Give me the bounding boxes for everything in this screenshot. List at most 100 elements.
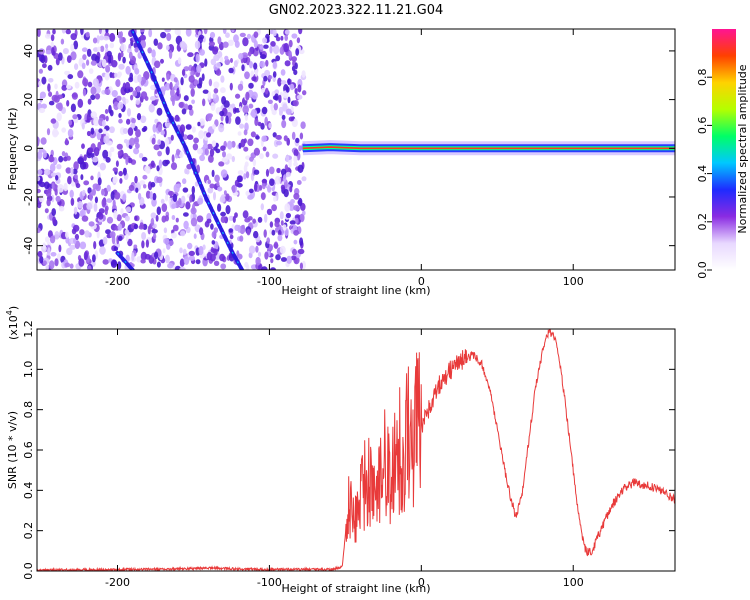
- spectrogram-noise-cell: [75, 183, 81, 189]
- spectrogram-noise-cell: [220, 87, 226, 94]
- spectrogram-noise-cell: [70, 43, 75, 52]
- colorbar-tick-label: 0.4: [696, 165, 709, 183]
- spectrogram-noise-cell: [280, 80, 287, 85]
- spectrogram-noise-cell: [273, 103, 278, 111]
- spectrogram-noise-cell: [181, 195, 186, 204]
- spectrogram-noise-cell: [199, 118, 206, 126]
- spectrogram-noise-cell: [294, 62, 298, 70]
- spectrogram-noise-cell: [271, 229, 276, 236]
- spectrogram-noise-cell: [85, 31, 90, 38]
- snr-y-ticks: 0.0 0.2 0.4 0.6 0.8 1.0 1.2: [22, 320, 675, 580]
- spectrogram-noise-cell: [140, 115, 147, 124]
- spectrogram-noise-cell: [149, 191, 153, 200]
- spectrogram-noise-cell: [263, 44, 269, 49]
- spectrogram-noise-cell: [211, 240, 216, 245]
- spectrogram-noise-cell: [285, 171, 292, 177]
- spectrogram-noise-cell: [168, 190, 174, 196]
- spectrogram-noise-cell: [104, 207, 108, 216]
- spectrogram-noise-cell: [157, 124, 163, 133]
- spectrogram-noise-cell: [158, 159, 163, 169]
- spectrogram-noise-cell: [145, 239, 149, 248]
- colorbar-tick-label: 0.8: [696, 68, 709, 86]
- spectrogram-noise-cell: [135, 129, 141, 138]
- spectrogram-noise-cell: [217, 186, 223, 192]
- spectrogram-noise-cell: [79, 210, 84, 217]
- spectrogram-noise-cell: [79, 241, 87, 250]
- spectrogram-noise-cell: [190, 217, 198, 227]
- spectrogram-noise-cell: [101, 198, 107, 208]
- spectrogram-noise-cell: [86, 202, 93, 210]
- spectrogram-noise-cell: [132, 90, 138, 97]
- spectrogram-noise-cell: [263, 229, 267, 238]
- spectrogram-noise-cell: [61, 127, 67, 133]
- spectrogram-noise-cell: [174, 29, 179, 35]
- spectrogram-noise-cell: [244, 122, 249, 132]
- spectrogram-noise-cell: [238, 53, 244, 60]
- spectrogram-noise-cell: [161, 77, 165, 82]
- spectrogram-noise-cell: [219, 253, 226, 262]
- snr-y-tick-label: 0.0: [22, 562, 35, 580]
- spectrogram-y-ticks: -40 -20 0 20 40: [22, 44, 675, 255]
- spectrogram-noise-cell: [147, 47, 152, 54]
- spectrogram-noise-cell: [270, 102, 274, 112]
- spectrogram-noise-cell: [104, 88, 111, 95]
- spectrogram-noise-cell: [102, 35, 110, 41]
- spectrogram-noise-cell: [65, 167, 72, 174]
- spectrogram-noise-cell: [113, 210, 118, 219]
- spectrogram-noise-cell: [100, 45, 105, 52]
- spectrogram-noise-cell: [41, 76, 47, 85]
- spectrogram-noise-cell: [262, 146, 267, 152]
- spectrogram-noise-cell: [231, 155, 235, 163]
- spectrogram-noise-cell: [282, 224, 287, 231]
- spectrogram-noise-cell: [204, 148, 209, 156]
- spectrogram-noise-cell: [167, 262, 174, 269]
- spectrogram-noise-cell: [97, 46, 101, 52]
- spectrogram-noise-cell: [127, 238, 133, 247]
- spectrogram-noise-cell: [298, 29, 303, 35]
- spectrogram-noise-cell: [220, 215, 226, 223]
- spectrogram-noise-cell: [223, 190, 227, 196]
- spectrogram-noise-cell: [245, 190, 251, 196]
- spectrogram-noise-cell: [139, 34, 146, 42]
- spectrogram-noise-cell: [160, 58, 164, 64]
- spectrogram-noise-cell: [47, 247, 51, 256]
- spectrogram-y-tick-label: -40: [22, 237, 35, 255]
- spectrogram-noise-cell: [280, 69, 286, 76]
- spectrogram-noise-cell: [92, 156, 99, 163]
- spectrogram-noise-cell: [280, 184, 285, 190]
- spectrogram-noise-cell: [175, 148, 181, 156]
- spectrogram-noise-cell: [79, 229, 85, 236]
- spectrogram-noise-cell: [111, 90, 118, 98]
- spectrogram-noise-cell: [52, 128, 59, 138]
- spectrogram-noise-cell: [49, 235, 56, 244]
- spectrogram-noise-cell: [160, 130, 165, 136]
- spectrogram-noise-cell: [220, 114, 224, 122]
- spectrogram-noise-cell: [265, 151, 270, 158]
- colorbar-ticks: 0.0 0.2 0.4 0.6 0.8: [696, 68, 712, 279]
- spectrogram-noise-cell: [166, 73, 170, 81]
- spectrogram-noise-cell: [232, 215, 236, 223]
- spectrogram-noise-cell: [91, 188, 96, 196]
- spectrogram-noise-cell: [138, 225, 145, 230]
- spectrogram-noise-cell: [282, 103, 288, 112]
- spectrogram-noise-cell: [187, 52, 194, 58]
- spectrogram-noise-cell: [141, 156, 148, 162]
- spectrogram-noise-cell: [151, 198, 157, 207]
- spectrogram-noise-cell: [288, 160, 292, 168]
- spectrogram-noise-cell: [160, 31, 167, 39]
- spectrogram-noise-cell: [88, 68, 94, 74]
- spectrogram-noise-cell: [73, 161, 79, 171]
- spectrogram-noise-cell: [174, 114, 180, 122]
- spectrogram-noise-cell: [102, 149, 109, 159]
- snr-y-tick-label: 0.8: [22, 401, 35, 419]
- spectrogram-noise-cell: [120, 43, 127, 52]
- spectrogram-noise-cell: [66, 247, 73, 256]
- spectrogram-noise-cell: [215, 69, 222, 76]
- spectrogram-noise-cell: [172, 193, 178, 202]
- spectrogram-noise-cell: [193, 233, 197, 239]
- spectrogram-noise-cell: [296, 37, 301, 44]
- spectrogram-noise-cell: [231, 184, 236, 194]
- spectrogram-noise-cell: [281, 114, 286, 120]
- spectrogram-noise-cell: [142, 174, 148, 180]
- spectrogram-noise-cell: [273, 196, 277, 202]
